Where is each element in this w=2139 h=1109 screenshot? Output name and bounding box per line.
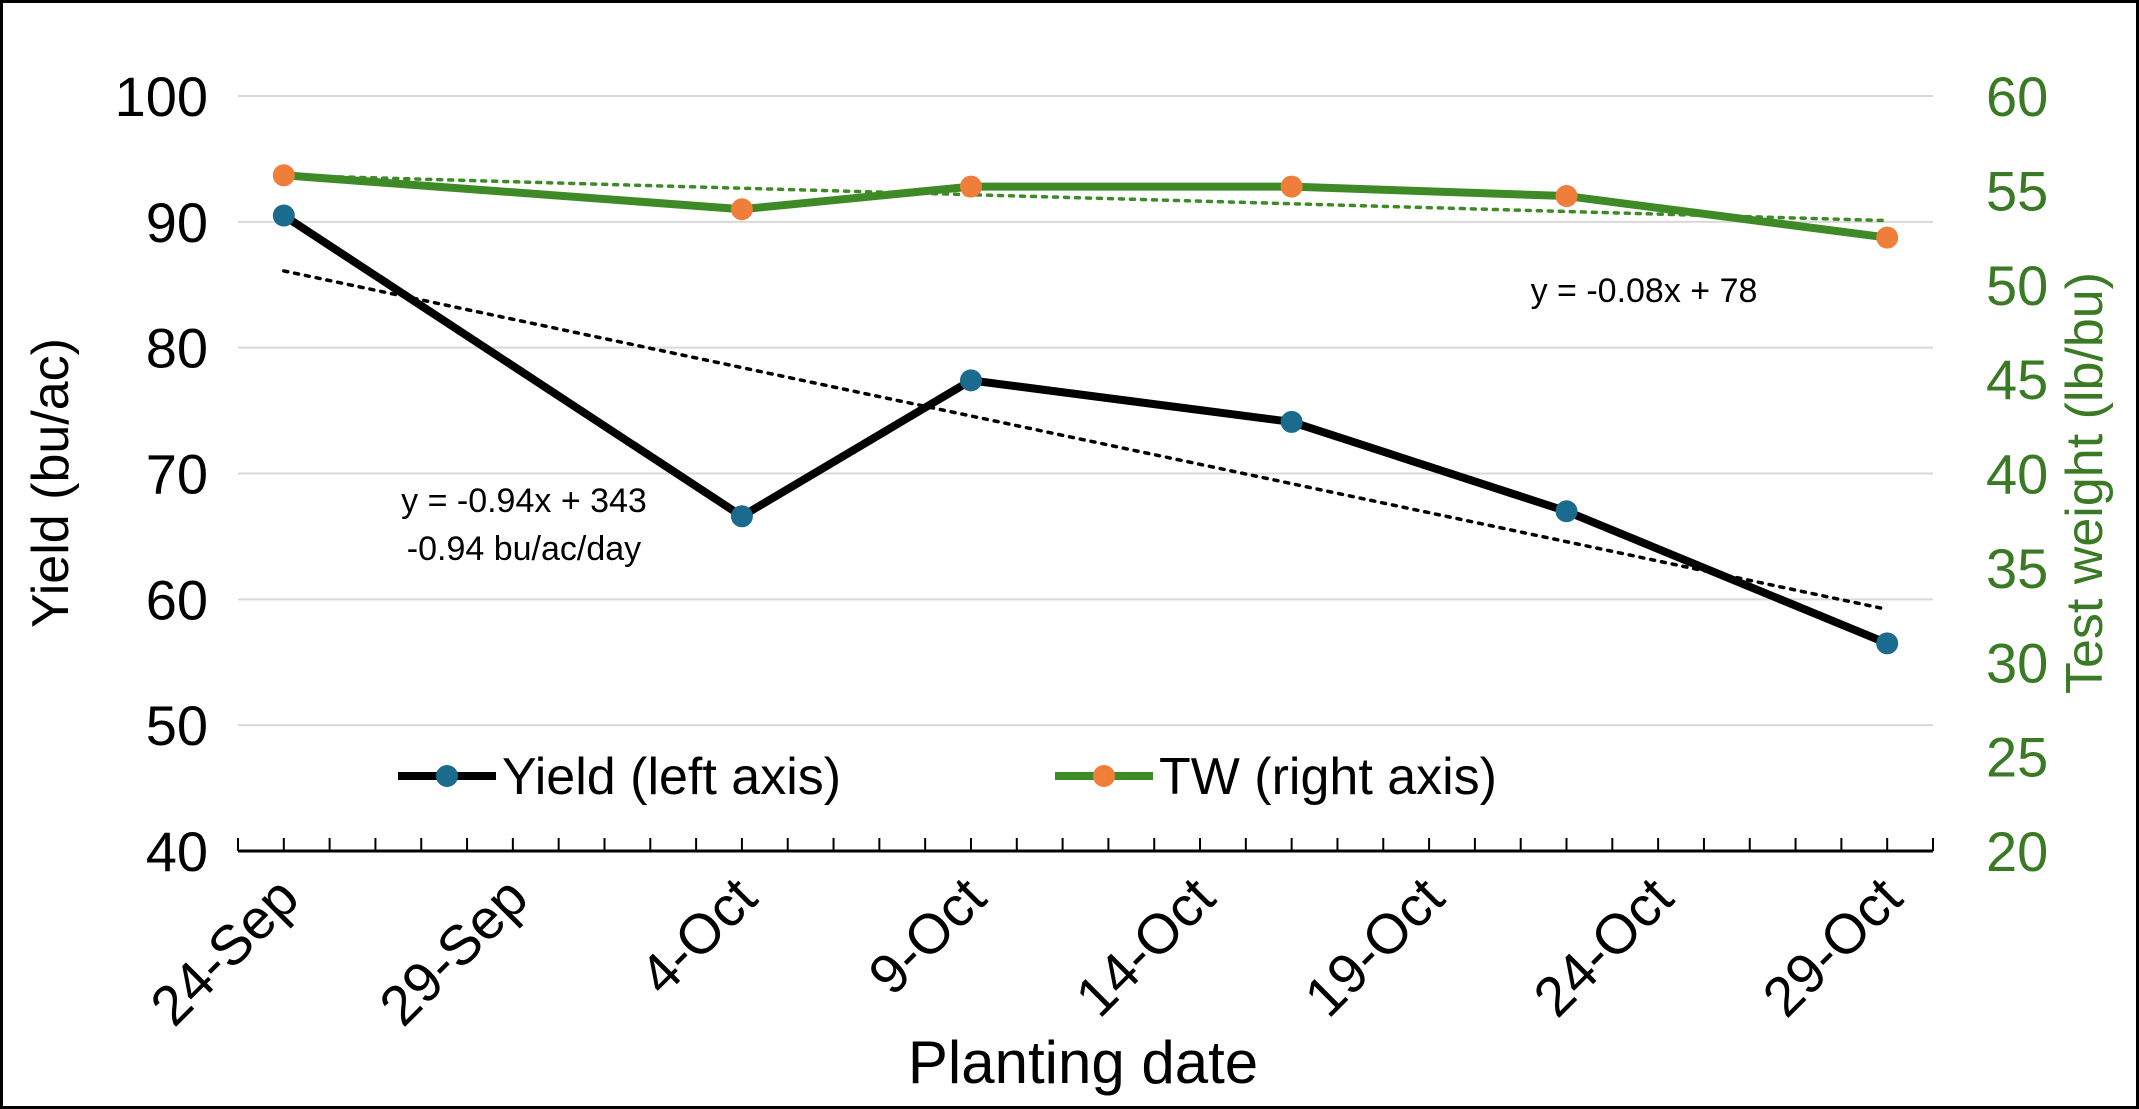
yield-point xyxy=(1876,632,1899,655)
right-tick-label: 55 xyxy=(1986,159,2048,222)
legend-yield-label: Yield (left axis) xyxy=(502,748,841,806)
x-tick-label: 24-Oct xyxy=(1521,865,1685,1029)
yield-trendline-equation: y = -0.94x + 343 xyxy=(401,482,647,520)
yield-point xyxy=(1555,500,1578,523)
left-tick-label: 90 xyxy=(146,191,208,254)
tw-trendline xyxy=(282,173,1889,223)
series-markers xyxy=(272,164,1899,655)
yield-point xyxy=(1280,410,1303,433)
right-tick-label: 50 xyxy=(1986,254,2048,317)
yield-trendline-rate: -0.94 bu/ac/day xyxy=(407,530,641,568)
x-tick-label: 24-Sep xyxy=(138,865,310,1037)
tw-series-line xyxy=(283,171,1888,242)
legend-tw-marker xyxy=(1093,765,1115,787)
yield-trendline xyxy=(282,269,1889,612)
left-axis-ticks: 40 50 60 70 80 90 100 xyxy=(115,65,208,883)
right-tick-label: 25 xyxy=(1986,726,2048,789)
x-tick-label: 14-Oct xyxy=(1063,865,1227,1029)
x-tick-label: 29-Oct xyxy=(1750,865,1914,1029)
left-tick-label: 100 xyxy=(115,65,208,128)
x-tick-label: 19-Oct xyxy=(1292,865,1456,1029)
x-axis-title: Planting date xyxy=(908,1029,1258,1096)
tw-point xyxy=(959,175,982,198)
tw-point xyxy=(272,164,295,187)
y-axis-title-right: Test weight (lb/bu) xyxy=(2056,272,2114,694)
right-tick-label: 35 xyxy=(1986,537,2048,600)
y-axis-title-left: Yield (bu/ac) xyxy=(22,338,80,628)
right-axis-ticks: 20 25 30 35 40 45 50 55 60 xyxy=(1986,65,2048,883)
legend-tw-label: TW (right axis) xyxy=(1159,748,1497,806)
yield-point xyxy=(959,369,982,392)
tw-point xyxy=(1555,185,1578,208)
left-tick-label: 50 xyxy=(146,694,208,757)
tw-point xyxy=(1876,226,1899,249)
yield-series-line xyxy=(281,212,1889,648)
right-tick-label: 20 xyxy=(1986,820,2048,883)
x-axis: 24-Sep 29-Sep 4-Oct 9-Oct 14-Oct 19-Oct 24-Oct… xyxy=(138,838,1934,1037)
series-lines xyxy=(281,171,1889,648)
legend-yield-marker xyxy=(436,765,458,787)
x-tick-label: 9-Oct xyxy=(856,865,998,1007)
right-tick-label: 40 xyxy=(1986,443,2048,506)
tw-point xyxy=(1280,175,1303,198)
left-tick-label: 70 xyxy=(146,443,208,506)
right-tick-label: 30 xyxy=(1986,631,2048,694)
x-tick-label: 4-Oct xyxy=(627,865,769,1007)
yield-point xyxy=(730,505,753,528)
gridlines xyxy=(238,95,1933,727)
tw-point xyxy=(730,198,753,221)
left-tick-label: 80 xyxy=(146,317,208,380)
right-tick-label: 45 xyxy=(1986,348,2048,411)
yield-point xyxy=(272,204,295,227)
trend-lines xyxy=(282,173,1889,612)
left-tick-label: 40 xyxy=(146,820,208,883)
x-tick-label: 29-Sep xyxy=(367,865,539,1037)
left-tick-label: 60 xyxy=(146,568,208,631)
tw-trendline-equation: y = -0.08x + 78 xyxy=(1531,272,1758,310)
right-tick-label: 60 xyxy=(1986,65,2048,128)
legend: Yield (left axis) TW (right axis) xyxy=(398,748,1497,806)
